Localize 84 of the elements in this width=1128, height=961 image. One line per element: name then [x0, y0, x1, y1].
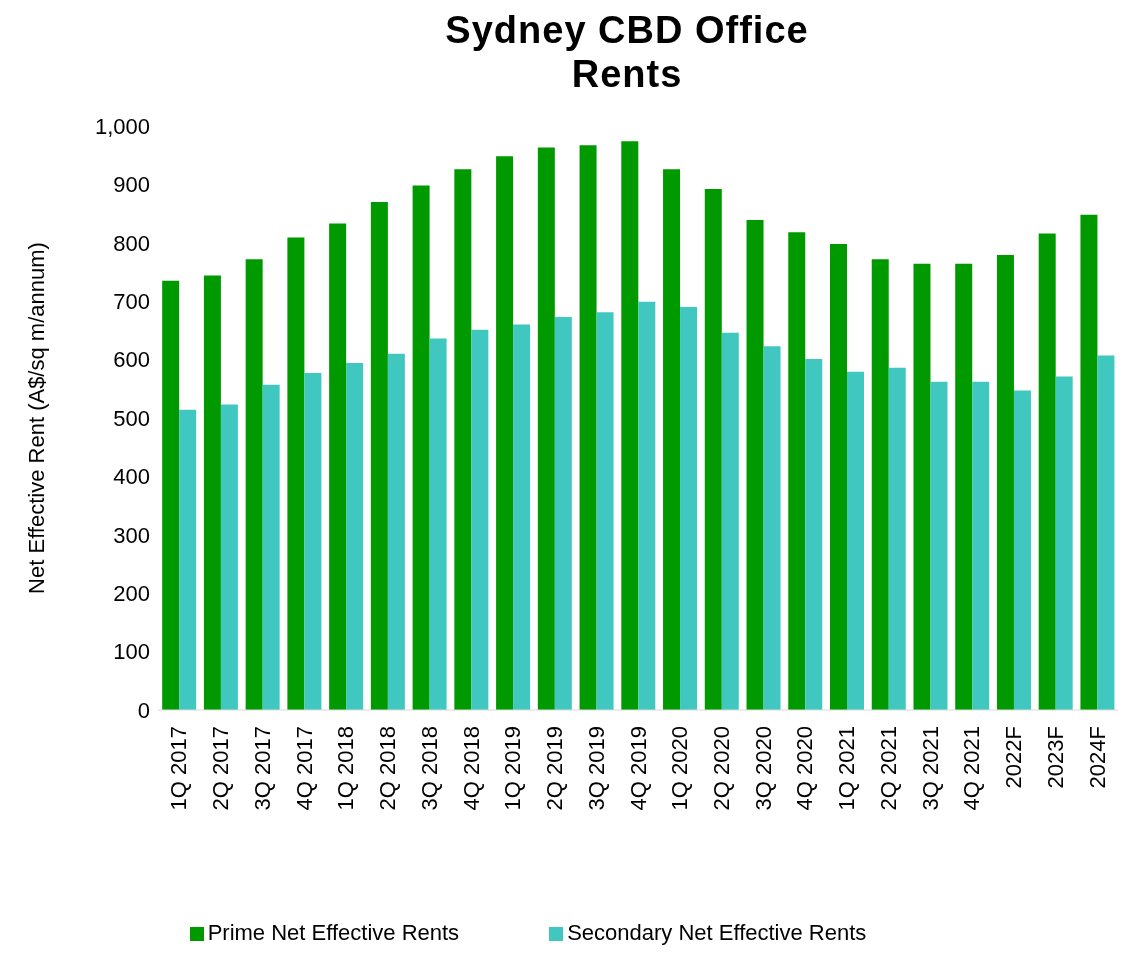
bar: [871, 259, 889, 710]
bar: [370, 201, 388, 710]
bar: [387, 353, 405, 710]
bar: [1055, 376, 1073, 710]
y-axis-title: Net Effective Rent (A$/sq m/annum): [23, 242, 49, 594]
x-tick-label: 3Q 2017: [249, 726, 275, 811]
bar: [429, 338, 447, 710]
x-tick-label: 2Q 2017: [208, 726, 234, 811]
x-tick-label: 1Q 2019: [500, 726, 526, 811]
y-tick-label: 600: [113, 347, 150, 373]
bar: [638, 301, 656, 710]
x-tick-label: 4Q 2021: [959, 726, 985, 811]
bar: [972, 381, 990, 710]
bar: [245, 259, 263, 710]
x-tick-label: 1Q 2017: [166, 726, 192, 811]
bar: [805, 359, 823, 710]
bar: [1097, 355, 1115, 710]
x-tick-label: 3Q 2020: [750, 726, 776, 811]
x-tick-label: 2022F: [1001, 726, 1027, 789]
x-tick-label: 2Q 2018: [375, 726, 401, 811]
bar: [913, 263, 931, 710]
bar: [579, 145, 597, 710]
x-tick-label: 3Q 2021: [917, 726, 943, 811]
legend-label: Secondary Net Effective Rents: [567, 920, 867, 945]
y-tick-label: 100: [113, 639, 150, 665]
bar: [513, 324, 531, 710]
bar: [412, 185, 430, 710]
bar: [554, 316, 572, 710]
bar: [704, 189, 722, 710]
y-tick-label: 300: [113, 522, 150, 548]
x-tick-label: 1Q 2021: [834, 726, 860, 811]
bar: [262, 384, 280, 710]
bar: [596, 312, 614, 710]
x-tick-label: 4Q 2017: [291, 726, 317, 811]
x-tick-label: 1Q 2020: [667, 726, 693, 811]
x-tick-label: 1Q 2018: [333, 726, 359, 811]
bar: [746, 220, 764, 710]
x-tick-label: 4Q 2018: [458, 726, 484, 811]
bar: [496, 156, 514, 710]
x-tick-label: 2023F: [1042, 726, 1068, 789]
y-tick-label: 800: [113, 230, 150, 256]
x-tick-label: 2Q 2020: [708, 726, 734, 811]
y-tick-label: 700: [113, 289, 150, 315]
bar: [1013, 390, 1031, 710]
bar: [788, 232, 806, 710]
x-tick-label: 4Q 2019: [625, 726, 651, 811]
bar: [203, 275, 221, 710]
bar: [304, 373, 322, 710]
x-tick-label: 4Q 2020: [792, 726, 818, 811]
x-tick-label: 2024F: [1084, 726, 1110, 789]
bar: [1080, 214, 1098, 710]
bar: [930, 381, 948, 710]
bar: [329, 223, 347, 710]
bar: [220, 404, 238, 710]
x-tick-label: 2Q 2021: [875, 726, 901, 811]
bar: [162, 280, 180, 710]
bar: [996, 255, 1014, 710]
x-tick-label: 2Q 2019: [542, 726, 568, 811]
chart-title: Sydney CBD Office Rents: [444, 8, 810, 96]
bar: [830, 243, 847, 710]
y-tick-label: 500: [113, 405, 150, 431]
x-tick-label: 3Q 2018: [416, 726, 442, 811]
y-tick-label: 900: [113, 172, 150, 198]
bar: [346, 363, 364, 710]
y-tick-label: 1,000: [94, 113, 150, 139]
bar: [763, 346, 781, 710]
bar: [621, 141, 639, 710]
y-tick-label: 200: [113, 581, 150, 607]
bar: [471, 329, 489, 710]
y-tick-label: 0: [137, 697, 150, 723]
legend-label: Prime Net Effective Rents: [207, 920, 460, 945]
x-tick-label: 3Q 2019: [583, 726, 609, 811]
bar: [454, 169, 472, 710]
bar: [888, 367, 906, 710]
bar: [1038, 233, 1056, 710]
bar: [721, 332, 739, 710]
bar: [537, 147, 555, 710]
bar: [680, 307, 698, 710]
y-tick-label: 400: [113, 464, 150, 490]
bar: [663, 169, 681, 710]
bar: [955, 263, 973, 710]
bar: [847, 371, 864, 710]
bar: [179, 409, 197, 710]
bar: [287, 237, 305, 710]
